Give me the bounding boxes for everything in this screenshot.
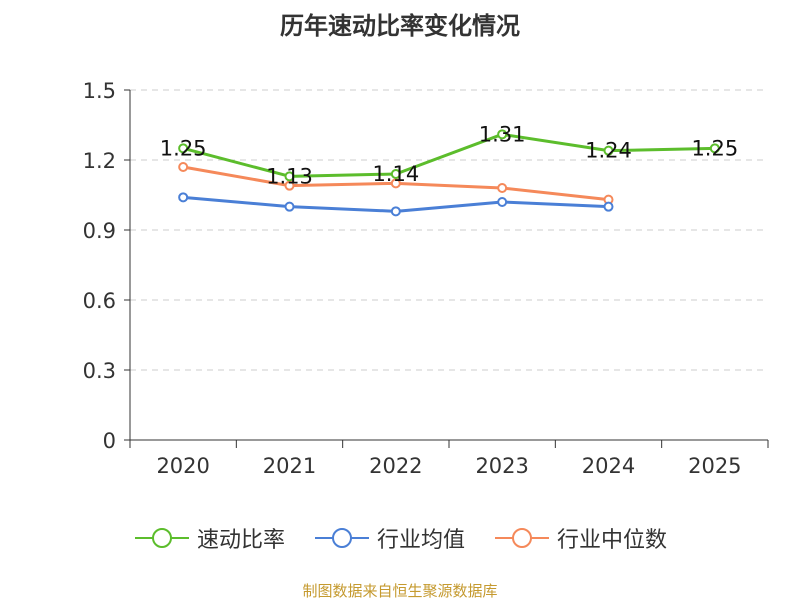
data-point: [178, 143, 189, 154]
data-point: [390, 206, 401, 217]
label-layer: 1.25 1.13 1.14 1.31 1.24 1.25: [160, 122, 738, 188]
data-label: 1.31: [479, 122, 526, 146]
legend-label-industry-median: 行业中位数: [557, 528, 668, 553]
data-label: 1.24: [585, 139, 632, 163]
grid-layer: [130, 89, 768, 371]
y-tick-label: 0: [103, 429, 116, 453]
legend: 速动比率 行业均值 行业中位数: [0, 522, 800, 554]
legend-item-quick-ratio[interactable]: 速动比率: [133, 522, 285, 554]
series-layer: [178, 129, 720, 217]
y-tick-label: 1.2: [83, 149, 116, 173]
x-tick-label: 2024: [582, 454, 635, 478]
x-tick-label: 2023: [475, 454, 528, 478]
series-line: [182, 132, 715, 178]
axis-layer: 0 0.3 0.6 0.9 1.2 1.5 2020 2021 2022 2023 2024 2025: [83, 79, 769, 478]
data-point: [284, 180, 295, 191]
data-point: [390, 178, 401, 189]
legend-marker-quick-ratio: [134, 528, 189, 548]
x-tick-label: 2021: [263, 454, 316, 478]
data-point: [709, 143, 720, 154]
data-point: [603, 201, 614, 212]
data-point: [284, 171, 295, 182]
y-tick-label: 0.3: [83, 359, 116, 383]
x-tick-label: 2025: [688, 454, 741, 478]
data-point: [178, 192, 189, 203]
x-tick-label: 2020: [156, 454, 209, 478]
legend-item-industry-median[interactable]: 行业中位数: [493, 522, 667, 554]
legend-marker-industry-median: [495, 528, 549, 548]
y-tick-label: 1.5: [83, 79, 116, 103]
data-label: 1.25: [691, 136, 738, 160]
legend-marker-industry-mean: [314, 528, 369, 548]
legend-item-industry-mean[interactable]: 行业均值: [313, 522, 465, 554]
y-tick-label: 0.9: [83, 219, 116, 243]
data-point: [603, 145, 614, 156]
data-point: [178, 162, 189, 172]
source-note: 制图数据来自恒生聚源数据库: [302, 582, 498, 600]
chart-title: 历年速动比率变化情况: [280, 12, 520, 40]
data-point: [497, 129, 508, 140]
data-label: 1.14: [372, 162, 419, 186]
data-point: [390, 169, 401, 179]
x-tick-label: 2022: [369, 454, 422, 478]
legend-label-industry-mean: 行业均值: [376, 528, 465, 553]
legend-label-quick-ratio: 速动比率: [196, 528, 285, 553]
data-point: [284, 201, 295, 212]
y-tick-label: 0.6: [83, 289, 116, 313]
data-point: [497, 183, 508, 193]
data-label: 1.13: [266, 164, 313, 188]
data-label: 1.25: [160, 136, 207, 160]
data-point: [497, 197, 508, 207]
